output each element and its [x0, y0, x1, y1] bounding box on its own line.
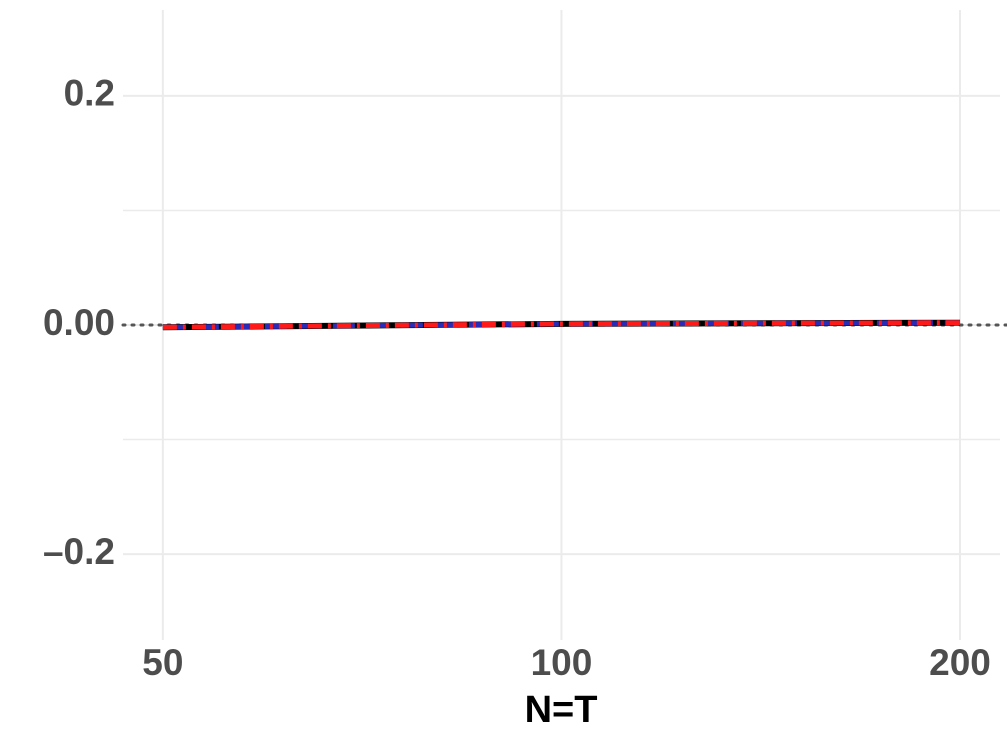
- y-tick-label: 0.2: [64, 73, 115, 114]
- y-tick-label: 0.00: [43, 302, 115, 343]
- series-line: [162, 320, 961, 330]
- x-axis-title: N=T: [525, 689, 598, 731]
- x-tick-label: 200: [929, 642, 991, 683]
- y-tick-label: –0.2: [43, 531, 115, 572]
- x-tick-label: 100: [531, 642, 593, 683]
- series-line: [162, 320, 961, 330]
- x-tick-label: 50: [142, 642, 183, 683]
